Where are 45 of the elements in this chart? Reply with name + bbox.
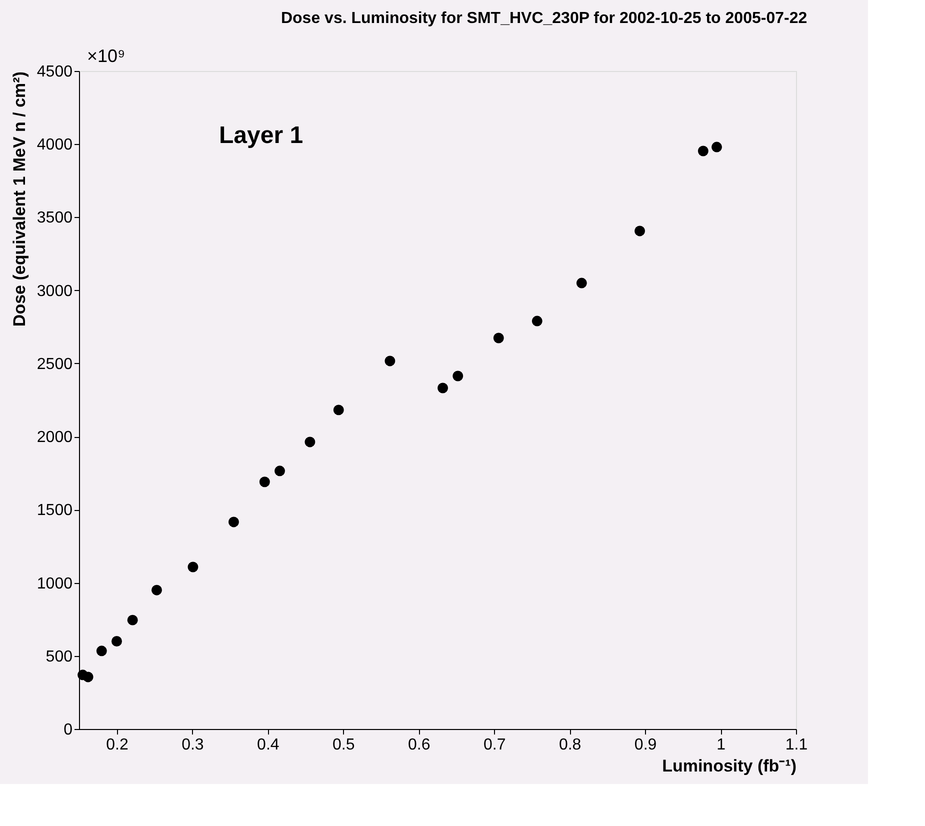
- y-tick-label: 3500: [36, 210, 73, 227]
- y-tick-label: 1000: [36, 575, 73, 592]
- point: [576, 278, 587, 288]
- point: [698, 146, 708, 156]
- y-tick-label: 2000: [36, 429, 73, 446]
- annotation: Layer 1: [219, 122, 304, 149]
- point: [493, 332, 504, 344]
- y-tick-label: 1500: [36, 502, 73, 520]
- y-tick-label: 2500: [36, 356, 73, 373]
- point: [452, 370, 464, 382]
- x-axis-title: Luminosity (fb⁻¹): [662, 756, 796, 776]
- x-tick-label: 0.5: [332, 736, 355, 754]
- chart-title: Dose vs. Luminosity for SMT_HVC_230P for 2002-10-25 to 2005-07-22: [280, 10, 808, 27]
- point: [634, 226, 646, 236]
- y-tick-label: 4000: [36, 136, 73, 154]
- point: [532, 316, 542, 326]
- point: [712, 142, 722, 152]
- y-axis-title: Dose (equivalent 1 MeV n / cm²): [10, 72, 29, 327]
- y-tick-label: 4500: [36, 64, 73, 80]
- y-tick-label: 0: [64, 722, 73, 738]
- point: [151, 584, 162, 596]
- point: [228, 516, 239, 528]
- point: [127, 614, 138, 626]
- x-tick-label: 0.9: [634, 736, 657, 754]
- point: [82, 672, 94, 682]
- text: ×10⁹: [87, 46, 126, 66]
- point: [111, 636, 122, 646]
- x-tick-label: 0.2: [106, 736, 128, 754]
- x-tick-label: 0.4: [257, 736, 280, 754]
- point: [259, 476, 270, 488]
- point: [333, 404, 344, 416]
- x-tick-label: 0.7: [483, 736, 506, 754]
- x-tick-label: 1: [716, 736, 726, 754]
- point: [274, 466, 286, 476]
- x-tick-label: 0.6: [408, 736, 430, 754]
- point: [304, 436, 316, 448]
- x-tick-label: 1.1: [785, 736, 808, 754]
- point: [96, 646, 107, 656]
- point: [384, 356, 396, 366]
- y-tick-label: 500: [46, 648, 73, 666]
- point: [188, 562, 198, 572]
- x-tick-label: 0.8: [558, 736, 582, 754]
- y-tick-label: 3000: [36, 282, 73, 300]
- point: [438, 382, 448, 394]
- x-tick-label: 0.3: [182, 736, 204, 754]
